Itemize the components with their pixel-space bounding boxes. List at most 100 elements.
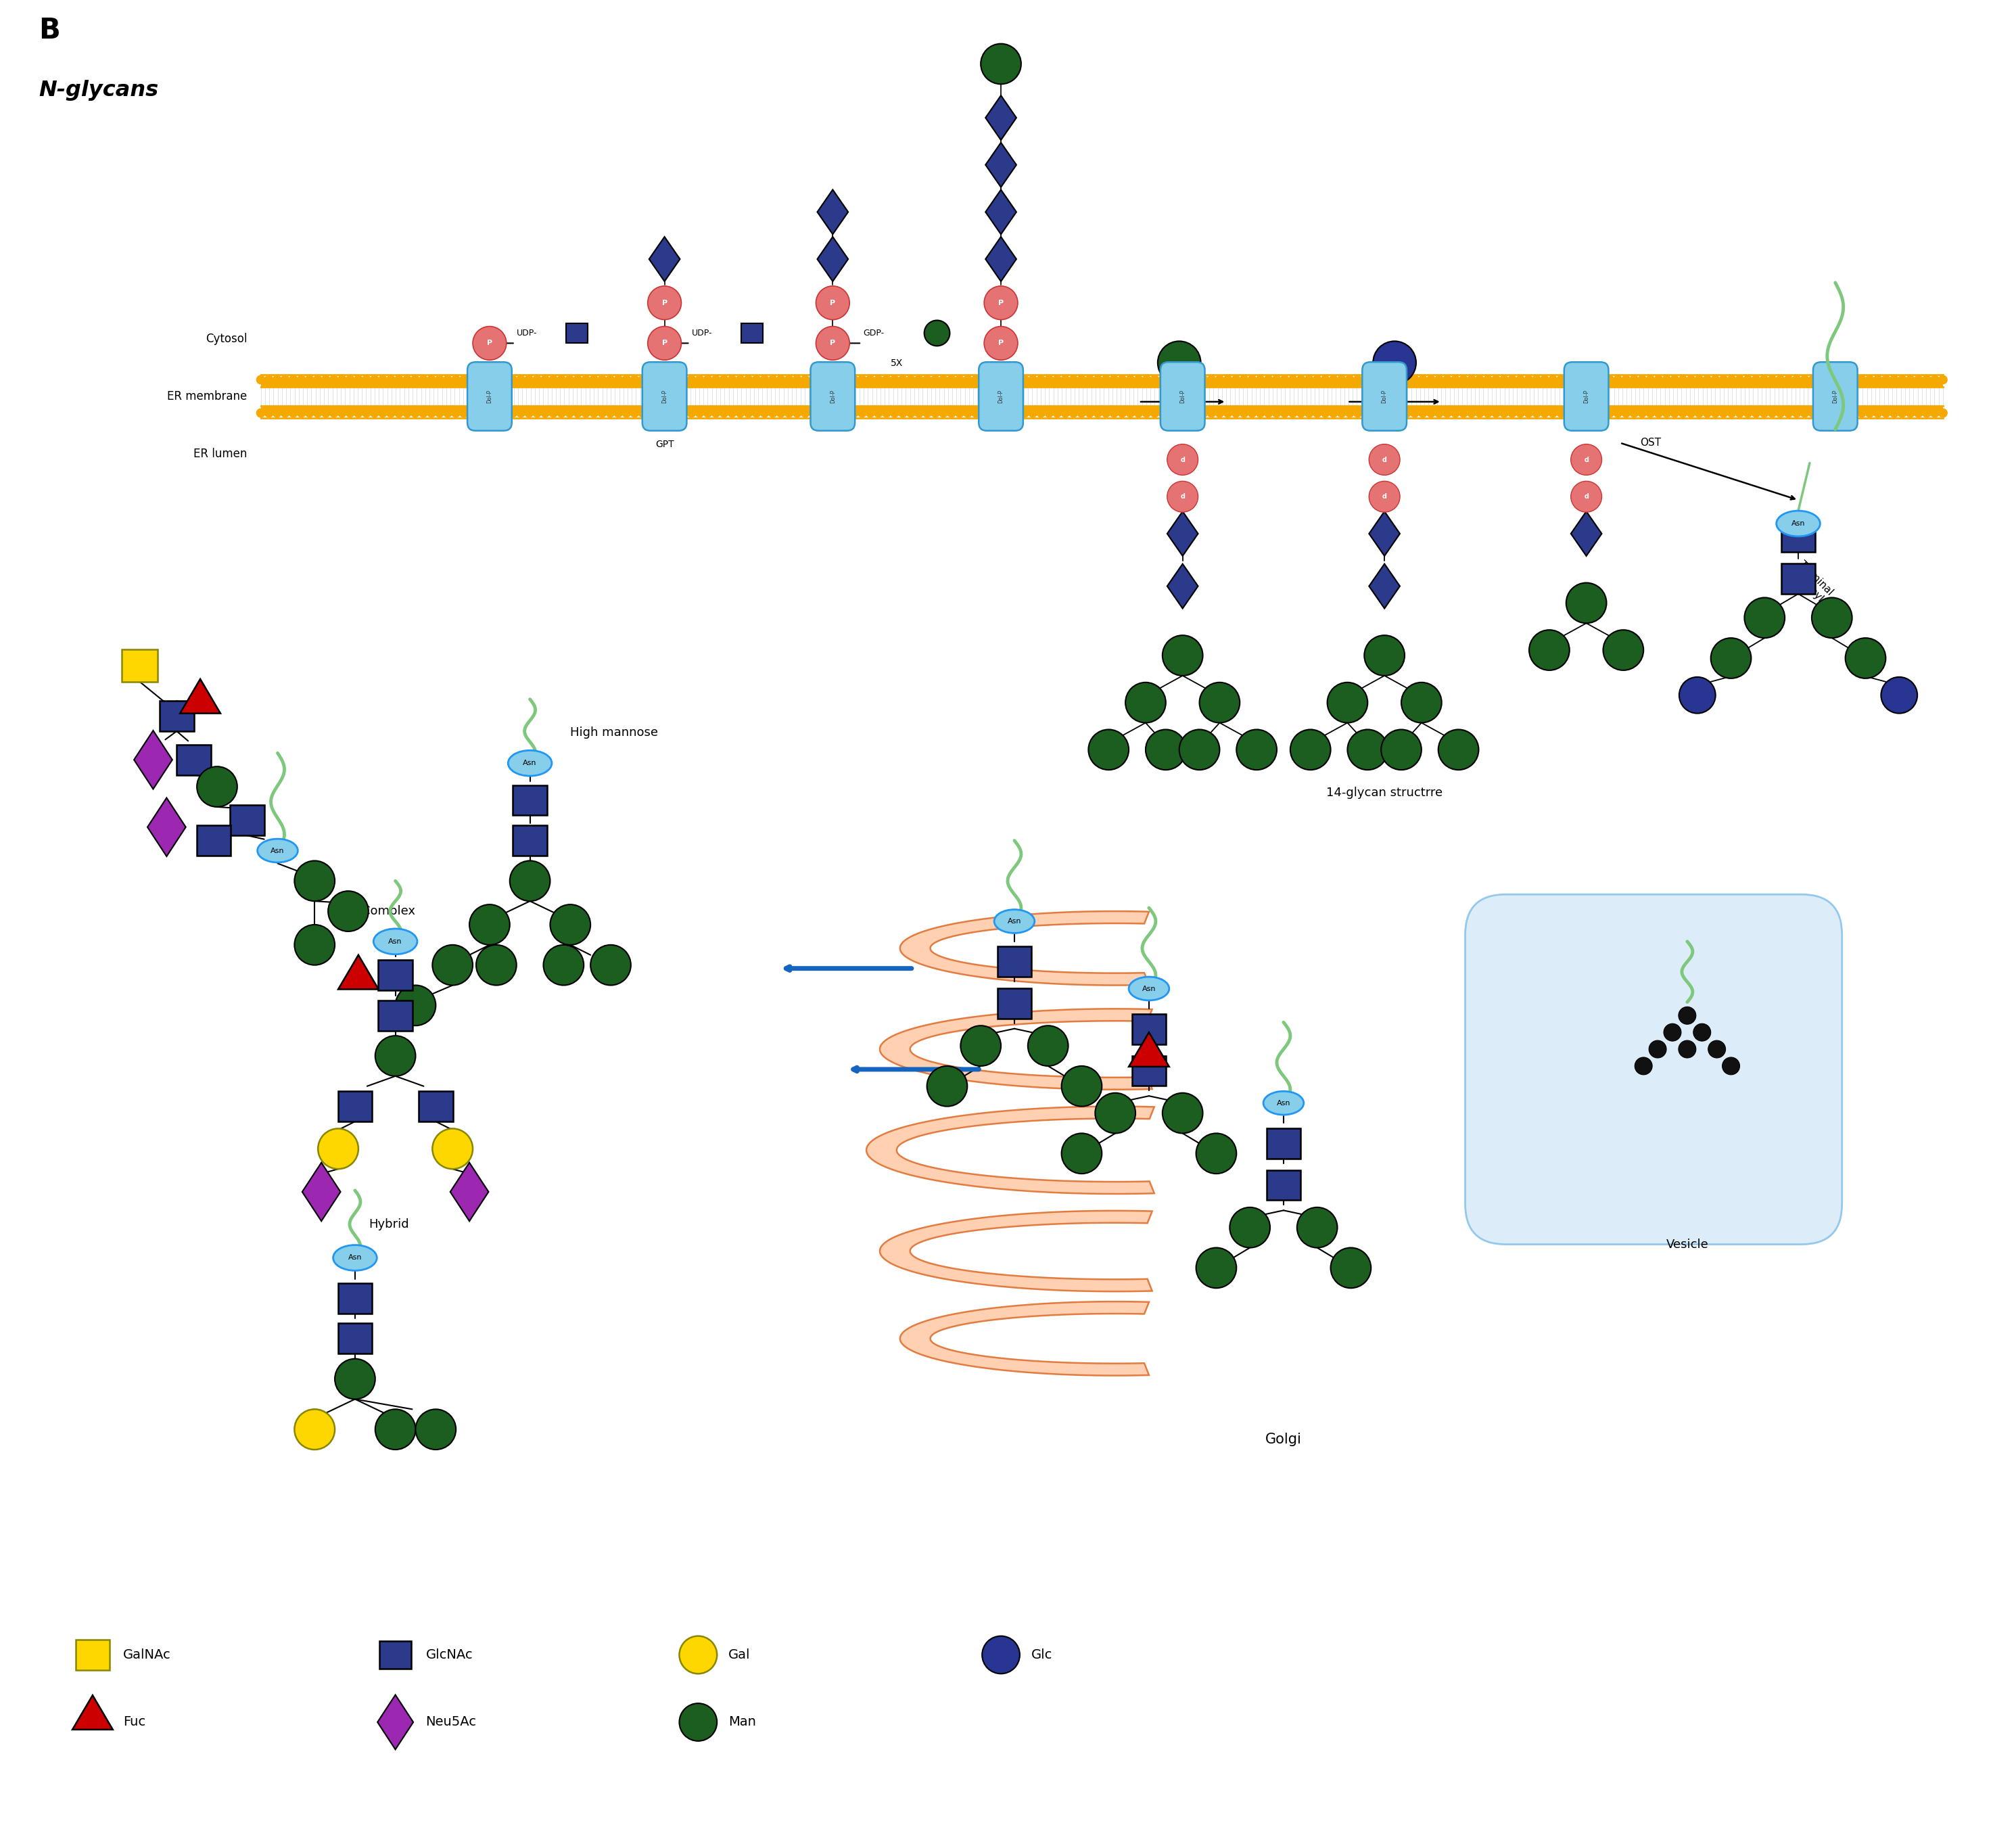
Circle shape bbox=[1704, 408, 1712, 418]
Circle shape bbox=[629, 375, 639, 384]
Circle shape bbox=[816, 327, 849, 360]
Circle shape bbox=[1044, 408, 1054, 418]
Circle shape bbox=[377, 375, 387, 384]
Circle shape bbox=[296, 375, 306, 384]
Circle shape bbox=[1095, 1092, 1135, 1133]
Text: Complex: Complex bbox=[361, 906, 415, 917]
Text: Fuc: Fuc bbox=[123, 1715, 145, 1728]
Circle shape bbox=[1645, 375, 1655, 384]
Circle shape bbox=[1645, 408, 1655, 418]
Circle shape bbox=[1240, 408, 1248, 418]
Circle shape bbox=[361, 375, 371, 384]
Circle shape bbox=[1288, 375, 1298, 384]
Circle shape bbox=[468, 375, 478, 384]
Circle shape bbox=[865, 408, 875, 418]
Polygon shape bbox=[1167, 564, 1198, 608]
Circle shape bbox=[1157, 408, 1167, 418]
Circle shape bbox=[1101, 375, 1111, 384]
Circle shape bbox=[1744, 375, 1752, 384]
Circle shape bbox=[1556, 375, 1566, 384]
Circle shape bbox=[288, 408, 298, 418]
Circle shape bbox=[1443, 375, 1452, 384]
Polygon shape bbox=[1369, 512, 1399, 556]
Circle shape bbox=[1060, 408, 1070, 418]
Circle shape bbox=[1800, 408, 1810, 418]
Polygon shape bbox=[1570, 512, 1603, 556]
Circle shape bbox=[1012, 375, 1022, 384]
Circle shape bbox=[1320, 375, 1331, 384]
Text: Asn: Asn bbox=[389, 939, 403, 944]
Ellipse shape bbox=[373, 930, 417, 954]
Text: Asn: Asn bbox=[270, 846, 284, 854]
Circle shape bbox=[816, 408, 827, 418]
Circle shape bbox=[825, 408, 835, 418]
Text: d: d bbox=[1179, 493, 1185, 501]
Circle shape bbox=[387, 375, 395, 384]
Circle shape bbox=[1468, 375, 1476, 384]
Circle shape bbox=[1256, 375, 1264, 384]
Circle shape bbox=[1736, 375, 1744, 384]
Text: P: P bbox=[998, 340, 1004, 347]
Circle shape bbox=[1679, 1040, 1695, 1057]
Circle shape bbox=[335, 1358, 375, 1399]
Circle shape bbox=[629, 408, 639, 418]
Circle shape bbox=[419, 408, 427, 418]
FancyBboxPatch shape bbox=[1812, 362, 1857, 431]
Circle shape bbox=[1435, 375, 1443, 384]
Circle shape bbox=[704, 408, 712, 418]
Circle shape bbox=[544, 944, 585, 985]
Circle shape bbox=[939, 408, 948, 418]
Circle shape bbox=[1117, 408, 1127, 418]
Circle shape bbox=[784, 375, 794, 384]
Circle shape bbox=[294, 861, 335, 902]
Circle shape bbox=[752, 375, 762, 384]
Text: Dol-P: Dol-P bbox=[1833, 390, 1839, 403]
Circle shape bbox=[1089, 730, 1129, 771]
Polygon shape bbox=[879, 1210, 1153, 1292]
Circle shape bbox=[319, 1129, 359, 1170]
Circle shape bbox=[1167, 444, 1198, 475]
FancyBboxPatch shape bbox=[1161, 362, 1206, 431]
FancyBboxPatch shape bbox=[379, 1000, 413, 1031]
Circle shape bbox=[1060, 375, 1070, 384]
Circle shape bbox=[1264, 375, 1274, 384]
Circle shape bbox=[1068, 375, 1079, 384]
Circle shape bbox=[444, 408, 452, 418]
Polygon shape bbox=[133, 730, 171, 789]
Circle shape bbox=[980, 44, 1022, 85]
Circle shape bbox=[395, 375, 403, 384]
Circle shape bbox=[671, 408, 679, 418]
Circle shape bbox=[784, 408, 794, 418]
Polygon shape bbox=[302, 1162, 341, 1222]
Circle shape bbox=[1264, 408, 1274, 418]
Circle shape bbox=[1425, 375, 1435, 384]
Circle shape bbox=[1377, 408, 1387, 418]
Text: Gal: Gal bbox=[728, 1648, 750, 1661]
Circle shape bbox=[1312, 408, 1322, 418]
Circle shape bbox=[431, 1129, 472, 1170]
Polygon shape bbox=[986, 190, 1016, 235]
FancyBboxPatch shape bbox=[230, 806, 264, 835]
Ellipse shape bbox=[333, 1246, 377, 1271]
FancyBboxPatch shape bbox=[998, 946, 1032, 978]
Circle shape bbox=[468, 408, 478, 418]
Circle shape bbox=[679, 375, 687, 384]
Circle shape bbox=[972, 408, 980, 418]
Circle shape bbox=[411, 408, 419, 418]
Circle shape bbox=[1331, 1247, 1371, 1288]
Polygon shape bbox=[986, 96, 1016, 140]
Circle shape bbox=[1873, 375, 1883, 384]
Polygon shape bbox=[899, 911, 1149, 985]
Circle shape bbox=[1452, 375, 1460, 384]
Circle shape bbox=[1492, 408, 1500, 418]
Circle shape bbox=[337, 408, 347, 418]
Circle shape bbox=[1157, 342, 1202, 384]
Text: 4X: 4X bbox=[1173, 381, 1185, 392]
Circle shape bbox=[873, 375, 883, 384]
Circle shape bbox=[1145, 730, 1185, 771]
Circle shape bbox=[720, 375, 728, 384]
Circle shape bbox=[597, 375, 607, 384]
Circle shape bbox=[1093, 375, 1103, 384]
Circle shape bbox=[415, 1410, 456, 1449]
Text: GPT: GPT bbox=[655, 440, 673, 449]
